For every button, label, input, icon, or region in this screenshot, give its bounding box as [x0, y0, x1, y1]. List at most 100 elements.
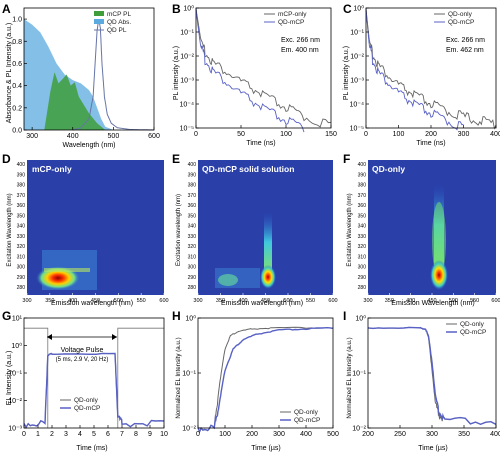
x-tick-label-i-2: 300: [426, 431, 438, 438]
heatmap-side-e: [218, 274, 238, 286]
ylabel-d: Excitation Wavelength (nm): [7, 193, 13, 266]
y-tick-label-g-4: 10¹: [12, 316, 23, 323]
series-c-1: [365, 7, 464, 131]
x-tick-label-b-2: 100: [280, 131, 292, 138]
heatmap-features-e: [215, 212, 276, 289]
y-tick-label-e-12: 400: [188, 162, 197, 168]
x-tick-label-g-7: 7: [120, 431, 124, 438]
xlabel-f: Emission Wavelength (nm): [391, 300, 474, 307]
y-tick-label-d-1: 290: [17, 275, 26, 281]
x-tick-label-i-4: 400: [490, 431, 500, 438]
x-tick-label-h-5: 500: [327, 431, 339, 438]
area-qd-abs: [24, 19, 114, 131]
x-tick-label-d-0: 300: [22, 298, 31, 304]
x-tick-label-h-4: 400: [300, 431, 312, 438]
x-tick-label-g-1: 1: [36, 431, 40, 438]
series-g-1: [23, 352, 165, 429]
ticks-a: 0.0 0.2 0.4 0.6 0.8 1.0 300 400 500 600: [12, 17, 160, 140]
panel-letter-i: I: [343, 309, 346, 323]
series-h-0: [197, 326, 334, 433]
y-tick-label-e-1: 290: [188, 275, 197, 281]
x-tick-label-e-4: 500: [283, 298, 292, 304]
ticks-b: 0 50 100 150 10⁻⁵ 10⁻⁴ 10⁻³ 10⁻² 10⁻¹ 10⁰: [180, 5, 337, 139]
ylabel-i: Normalized EL Intensity (a.u.): [346, 337, 353, 418]
panel-letter-a: A: [2, 2, 11, 16]
x-tick-label-h-2: 200: [246, 431, 258, 438]
legend-label-qd-mcp-i: QD-mCP: [460, 329, 486, 336]
legend-swatch-mcp-pl: [94, 11, 104, 16]
x-tick-label-d-2: 400: [68, 298, 77, 304]
legend-label-qd-mcp-b: QD-mCP: [278, 19, 304, 26]
x-tick-label-a-1: 400: [67, 133, 79, 140]
y-tick-label-g-2: 10⁻¹: [8, 371, 22, 378]
panel-letter-c: C: [343, 2, 352, 16]
series-i-0: [367, 326, 497, 425]
legend-a: mCP PL QD Abs. QD PL: [94, 11, 131, 34]
y-tick-label-c-2: 10⁻³: [350, 78, 364, 85]
legend-i: QD-only QD-mCP: [446, 321, 486, 336]
pulse-annotation-title: Voltage Pulse: [61, 347, 104, 354]
y-tick-label-b-3: 10⁻²: [180, 54, 194, 61]
y-tick-label-a-5: 1.0: [12, 17, 22, 24]
panel-letter-h: H: [172, 309, 181, 323]
panel-h: H Normalized EL Intensity (a.u.) Time (µ…: [172, 309, 339, 452]
xlabel-a: Wavelength (nm): [62, 142, 115, 149]
x-tick-label-b-3: 150: [325, 131, 337, 138]
y-tick-label-e-9: 370: [188, 193, 197, 199]
y-tick-label-a-4: 0.8: [12, 39, 22, 46]
y-tick-label-e-3: 310: [188, 254, 197, 260]
x-tick-label-c-3: 300: [458, 131, 470, 138]
axes-frame-c: [365, 7, 497, 129]
legend-label-qd-pl: QD PL: [107, 27, 127, 34]
y-tick-label-e-0: 280: [188, 285, 197, 291]
ylabel-h: Normalized EL Intensity (a.u.): [175, 337, 182, 418]
annotation-b-em: Em. 400 nm: [281, 47, 319, 54]
y-tick-label-i-1: 10⁻¹: [352, 371, 366, 378]
y-tick-label-e-5: 330: [188, 234, 197, 240]
ticks-c: 0 100 200 300 400 10⁻⁵ 10⁻⁴ 10⁻³ 10⁻² 10⁻¹ 10⁰: [350, 5, 500, 139]
plot-area-h: [197, 326, 334, 434]
ticks-e: 300 350 400 450 500 550 600 280 290 300 310 320 330 3…: [188, 162, 338, 304]
x-tick-label-e-5: 550: [306, 298, 315, 304]
legend-label-qd-mcp-c: QD-mCP: [448, 19, 474, 26]
x-tick-label-g-2: 2: [50, 431, 54, 438]
xlabel-i: Time (µs): [418, 445, 447, 452]
x-tick-label-d-3: 450: [91, 298, 100, 304]
xlabel-h: Time (µs): [251, 445, 280, 452]
panel-b: B PL intensity (a.u.) Time (ns) 0 50 100 15…: [172, 2, 337, 147]
y-tick-label-f-6: 340: [358, 224, 367, 230]
x-tick-label-h-3: 300: [273, 431, 285, 438]
series-h-1: [197, 326, 334, 434]
annotation-b-exc: Exc. 266 nm: [281, 37, 320, 44]
x-tick-label-e-3: 450: [261, 298, 270, 304]
y-tick-label-f-8: 360: [358, 203, 367, 209]
y-tick-label-d-7: 350: [17, 213, 26, 219]
y-tick-label-h-1: 10⁻¹: [182, 371, 196, 378]
heatmap-features-f: [430, 185, 448, 290]
plot-area-i: [367, 326, 497, 426]
y-tick-label-c-5: 10⁰: [353, 5, 364, 13]
y-tick-label-c-4: 10⁻¹: [350, 30, 364, 37]
heatmap-peak-e: [260, 265, 276, 289]
panel-a: A Absorbance & PL Intensity (a.u.) Wavel…: [2, 2, 160, 149]
x-tick-label-d-5: 550: [137, 298, 146, 304]
x-tick-label-f-4: 500: [449, 298, 458, 304]
y-tick-label-f-2: 300: [358, 265, 367, 271]
legend-label-qd-only-h: QD-only: [294, 409, 319, 416]
xlabel-g: Time (ms): [76, 445, 107, 452]
y-tick-label-b-1: 10⁻⁴: [180, 102, 195, 109]
legend-swatch-qd-abs: [94, 19, 104, 24]
x-tick-label-d-1: 350: [45, 298, 54, 304]
x-tick-label-f-3: 450: [427, 298, 436, 304]
x-tick-label-i-1: 250: [394, 431, 406, 438]
series-b-1: [195, 7, 305, 133]
heatmap-title-e: QD-mCP solid solution: [202, 164, 294, 174]
panel-letter-b: B: [172, 2, 181, 16]
pulse-arrow-left-head: [47, 334, 52, 340]
x-tick-label-g-9: 9: [148, 431, 152, 438]
heatmap-features-d: [36, 250, 97, 290]
x-tick-label-e-6: 600: [328, 298, 337, 304]
series-c-0: [365, 7, 497, 130]
plot-area-b: [195, 7, 332, 133]
